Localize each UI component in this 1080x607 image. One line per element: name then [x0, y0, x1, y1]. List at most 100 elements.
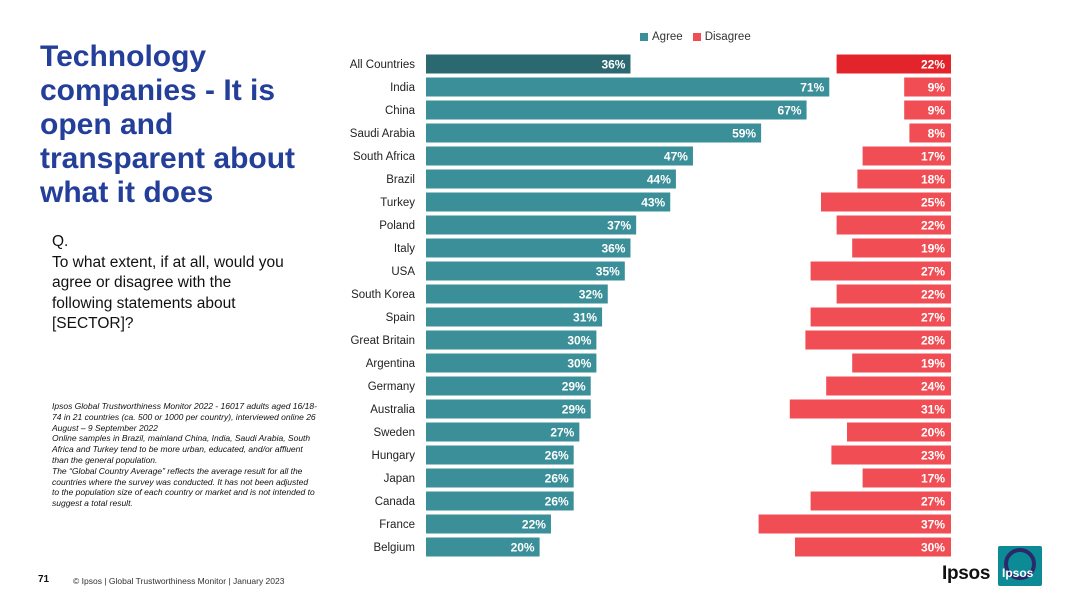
category-label-india: India [390, 82, 416, 94]
question-label: Q. [52, 233, 69, 250]
disagree-value-label-spain: 27% [921, 311, 945, 325]
question-text: To what extent, if at all, would you agr… [52, 253, 284, 333]
agree-bar-brazil [426, 169, 676, 189]
disagree-bar-china [904, 100, 951, 120]
disagree-bar-sweden [847, 422, 951, 442]
category-label-japan: Japan [384, 473, 415, 485]
disagree-bar-belgium [795, 537, 951, 557]
agree-bar-south-africa [426, 146, 693, 166]
disagree-bar-hungary [831, 445, 951, 465]
disagree-bar-saudi-arabia [909, 123, 951, 143]
disagree-value-label-japan: 17% [921, 472, 945, 486]
agree-value-label-china: 67% [778, 104, 802, 118]
legend-item-agree: Agree [640, 31, 683, 43]
disagree-bar-germany [826, 376, 951, 396]
disagree-bar-india [904, 77, 951, 97]
category-label-great-britain: Great Britain [350, 335, 415, 347]
disagree-value-label-turkey: 25% [921, 196, 945, 210]
agree-value-label-india: 71% [800, 81, 824, 95]
page-number: 71 [38, 574, 50, 585]
ipsos-wordmark: Ipsos [942, 563, 991, 584]
category-label-australia: Australia [370, 404, 415, 416]
category-label-usa: USA [391, 266, 415, 278]
disagree-bar-japan [862, 468, 951, 488]
disagree-bar-all-countries [836, 54, 951, 74]
disagree-bar-australia [789, 399, 951, 419]
disagree-bar-south-africa [862, 146, 951, 166]
agree-value-label-canada: 26% [545, 495, 569, 509]
agree-value-label-turkey: 43% [641, 196, 665, 210]
disagree-value-label-argentina: 19% [921, 357, 945, 371]
agree-bar-canada [426, 491, 574, 511]
category-label-hungary: Hungary [372, 450, 416, 462]
category-label-sweden: Sweden [373, 427, 415, 439]
category-label-poland: Poland [379, 220, 415, 232]
agree-value-label-australia: 29% [562, 403, 586, 417]
category-label-brazil: Brazil [386, 174, 415, 186]
logo-mark-text: Ipsos [1002, 566, 1034, 580]
disagree-value-label-sweden: 20% [921, 426, 945, 440]
agree-bar-poland [426, 215, 637, 235]
disagree-bar-spain [810, 307, 951, 327]
disagree-bar-turkey [821, 192, 951, 212]
agree-value-label-usa: 35% [596, 265, 620, 279]
disagree-bar-brazil [857, 169, 951, 189]
disagree-value-label-canada: 27% [921, 495, 945, 509]
logo-ring [1004, 548, 1036, 580]
agree-bar-sweden [426, 422, 580, 442]
disagree-bar-france [758, 514, 951, 534]
category-label-all-countries: All Countries [350, 59, 415, 71]
source-note-average: The “Global Country Average” reflects th… [52, 465, 315, 509]
disagree-bar-usa [810, 261, 951, 281]
category-label-china: China [385, 105, 416, 117]
agree-value-label-argentina: 30% [567, 357, 591, 371]
disagree-value-label-hungary: 23% [921, 449, 945, 463]
disagree-bar-south-korea [836, 284, 951, 304]
agree-value-label-italy: 36% [601, 242, 625, 256]
agree-value-label-belgium: 20% [511, 541, 535, 555]
disagree-bar-great-britain [805, 330, 951, 350]
agree-bar-belgium [426, 537, 540, 557]
category-label-italy: Italy [394, 243, 415, 255]
agree-value-label-great-britain: 30% [567, 334, 591, 348]
agree-bar-usa [426, 261, 625, 281]
source-note-methodology: Ipsos Global Trustworthiness Monitor 202… [52, 401, 317, 433]
agree-value-label-south-africa: 47% [664, 150, 688, 164]
agree-bar-spain [426, 307, 603, 327]
category-label-argentina: Argentina [366, 358, 416, 370]
agree-bar-france [426, 514, 551, 534]
footer-text: © Ipsos | Global Trustworthiness Monitor… [73, 576, 285, 586]
legend-swatch-agree [640, 33, 648, 41]
category-label-saudi-arabia: Saudi Arabia [350, 128, 416, 140]
disagree-value-label-india: 9% [928, 81, 946, 95]
agree-value-label-sweden: 27% [550, 426, 574, 440]
agree-bar-hungary [426, 445, 574, 465]
agree-bar-all-countries [426, 54, 631, 74]
category-label-spain: Spain [386, 312, 415, 324]
agree-bar-argentina [426, 353, 597, 373]
agree-bar-australia [426, 399, 591, 419]
agree-bar-japan [426, 468, 574, 488]
disagree-value-label-china: 9% [928, 104, 946, 118]
disagree-value-label-poland: 22% [921, 219, 945, 233]
disagree-value-label-usa: 27% [921, 265, 945, 279]
agree-bar-turkey [426, 192, 671, 212]
source-note: Ipsos Global Trustworthiness Monitor 202… [52, 401, 317, 509]
category-label-france: France [379, 519, 415, 531]
agree-bar-india [426, 77, 830, 97]
legend-swatch-disagree [692, 33, 701, 41]
agree-value-label-saudi-arabia: 59% [732, 127, 756, 141]
category-label-canada: Canada [375, 496, 416, 508]
disagree-value-label-south-africa: 17% [921, 150, 945, 164]
disagree-value-label-france: 37% [921, 518, 945, 532]
agree-bar-south-korea [426, 284, 608, 304]
slide-title: Technology companies - It is open and tr… [40, 40, 296, 209]
agree-value-label-brazil: 44% [647, 173, 671, 187]
agree-bar-great-britain [426, 330, 597, 350]
agree-value-label-spain: 31% [573, 311, 597, 325]
disagree-value-label-all-countries: 22% [921, 58, 945, 72]
disagree-value-label-south-korea: 22% [921, 288, 945, 302]
survey-question: Q. To what extent, if at all, would you … [52, 232, 292, 335]
agree-value-label-poland: 37% [607, 219, 631, 233]
